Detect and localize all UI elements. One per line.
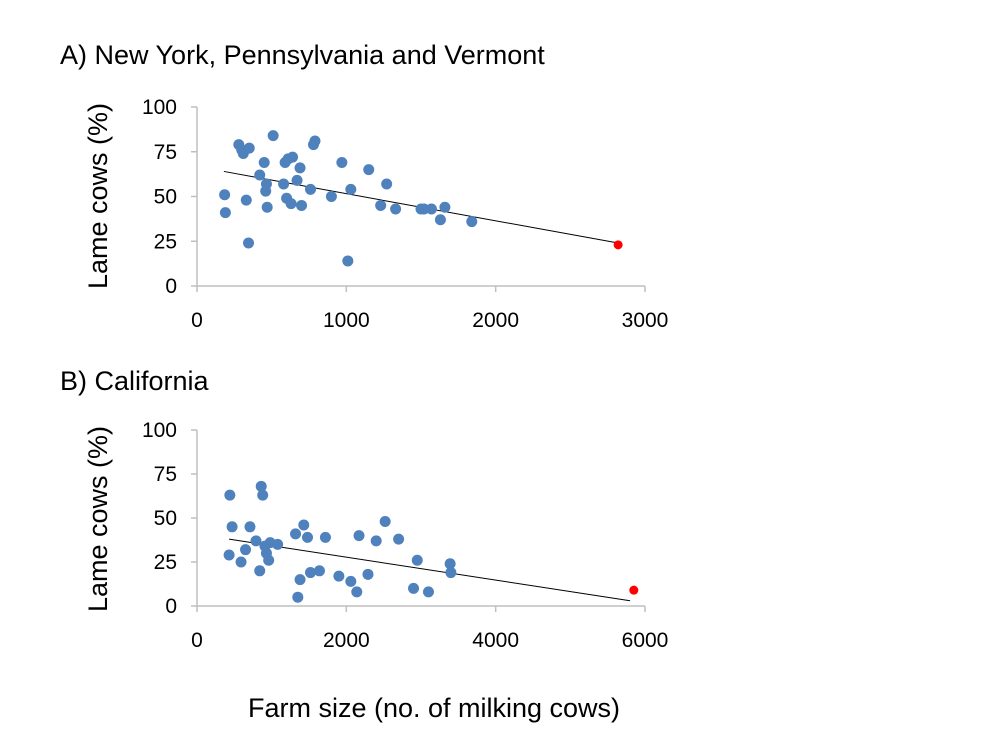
panel-a-data-point (294, 162, 306, 174)
panel-b-points (223, 480, 639, 603)
panel-a-y-tick-label: 50 (154, 186, 177, 209)
panel-b-data-point (224, 489, 236, 501)
panel-b-data-point (333, 570, 345, 582)
panel-b-data-point (235, 556, 247, 568)
panel-a-data-point (375, 199, 387, 211)
panel-a-data-point (439, 201, 451, 213)
panel-a-x-tick-label: 1000 (323, 309, 370, 332)
panel-a-data-point (240, 194, 252, 206)
panel-b-data-point (362, 568, 374, 580)
panel-b-data-point (345, 575, 357, 587)
panel-b-y-tick-label: 25 (154, 551, 177, 574)
panel-b-data-point (319, 531, 331, 543)
panel-b-data-point (379, 516, 391, 528)
panel-b-x-tick-label: 2000 (323, 629, 370, 652)
panel-a-data-point (304, 183, 316, 195)
panel-b-data-point (411, 554, 423, 566)
panel-b-data-point (292, 591, 304, 603)
panel-b-data-point (408, 582, 420, 594)
panel-a-x-tick-label: 0 (191, 309, 203, 332)
panel-a-data-point (296, 199, 308, 211)
panel-b-y-tick-label: 0 (165, 595, 177, 618)
panel-b-data-point (351, 586, 363, 598)
panel-a-y-tick-label: 0 (165, 275, 177, 298)
panel-a-data-point (434, 214, 446, 226)
panel-b-data-point (254, 565, 266, 577)
panel-a-y-tick-label: 25 (154, 230, 177, 253)
panel-b-title: B) California (60, 366, 210, 396)
panel-b-data-point (255, 480, 267, 492)
panel-a-data-point (261, 201, 273, 213)
panel-a-title: A) New York, Pennsylvania and Vermont (60, 40, 545, 70)
panel-a-axes (196, 107, 645, 287)
panel-b-data-point (223, 549, 235, 561)
panel-b-data-point (393, 533, 405, 545)
panel-b-data-point (244, 521, 256, 533)
panel-b-trendline-group (229, 538, 631, 602)
panel-b-data-point (370, 535, 382, 547)
panel-a-data-point (466, 216, 478, 228)
panel-a-data-point (291, 174, 303, 186)
panel-b-data-point (272, 538, 284, 550)
panel-a-data-point (243, 237, 255, 249)
panel-a-data-point (258, 156, 270, 168)
panel-b-data-point (257, 489, 269, 501)
panel-b-data-point (445, 567, 457, 579)
panel-b-axes (196, 430, 645, 607)
panel-a-data-point (219, 189, 231, 201)
panel-a-y-tick-label: 100 (142, 96, 177, 119)
panel-b-data-point (226, 521, 238, 533)
panel-b-y-tick-label: 100 (142, 419, 177, 442)
panel-a-highlight-point (613, 240, 623, 250)
panel-b-ticks: 0 25 50 75 100 0 2000 4000 6000 (142, 419, 668, 652)
panel-b-data-point (313, 565, 325, 577)
panel-b-data-point (298, 519, 310, 531)
x-axis-title: Farm size (no. of milking cows) (248, 693, 620, 723)
panel-a-data-point (309, 135, 321, 147)
panel-b-data-point (290, 528, 302, 540)
panel-b-x-tick-label: 4000 (472, 629, 519, 652)
panel-b-data-point (250, 535, 262, 547)
panel-b-y-tick-label: 50 (154, 507, 177, 530)
panel-b-data-point (353, 530, 365, 542)
panel-a-x-tick-label: 3000 (622, 309, 669, 332)
panel-a-data-point (381, 178, 393, 190)
panel-a-points (219, 130, 623, 267)
panel-a-y-tick-label: 75 (154, 141, 177, 164)
panel-a-data-point (325, 191, 337, 202)
panel-b-data-point (444, 558, 456, 570)
panel-a-data-point (219, 207, 231, 219)
panel-a-data-point (390, 203, 402, 215)
panel-a-data-point (278, 178, 290, 190)
panel-a-data-point (363, 164, 375, 176)
panel-b-x-tick-label: 6000 (622, 629, 669, 652)
panel-a-y-axis-title: Lame cows (%) (83, 103, 113, 289)
panel-b-data-point (302, 531, 314, 543)
panel-b-trendline (229, 538, 631, 602)
panel-b-highlight-point (629, 585, 639, 595)
panel-a-chart: A) New York, Pennsylvania and Vermont La… (60, 40, 668, 332)
panel-a-data-point (285, 198, 297, 210)
panel-a-data-point (336, 156, 348, 168)
panel-b-data-point (304, 567, 316, 579)
panel-b-y-axis-title: Lame cows (%) (83, 426, 113, 612)
panel-a-data-point (260, 178, 272, 190)
panel-a-x-tick-label: 2000 (472, 309, 519, 332)
panel-a-data-point (287, 151, 299, 163)
panel-b-data-point (294, 574, 306, 586)
panel-b-data-point (263, 554, 275, 566)
panel-b-x-tick-label: 0 (191, 629, 203, 652)
panel-a-data-point (345, 183, 357, 195)
panel-a-data-point (425, 203, 437, 215)
panel-a-data-point (267, 130, 279, 142)
panel-a-data-point (342, 255, 354, 267)
panel-b-y-tick-label: 75 (154, 463, 177, 486)
panel-a-data-point (254, 169, 266, 181)
panel-b-data-point (422, 586, 434, 598)
panel-b-chart: B) California Lame cows (%) 0 25 50 75 100 0 2… (60, 366, 668, 652)
panel-b-data-point (240, 544, 252, 556)
panel-a-data-point (243, 142, 255, 154)
